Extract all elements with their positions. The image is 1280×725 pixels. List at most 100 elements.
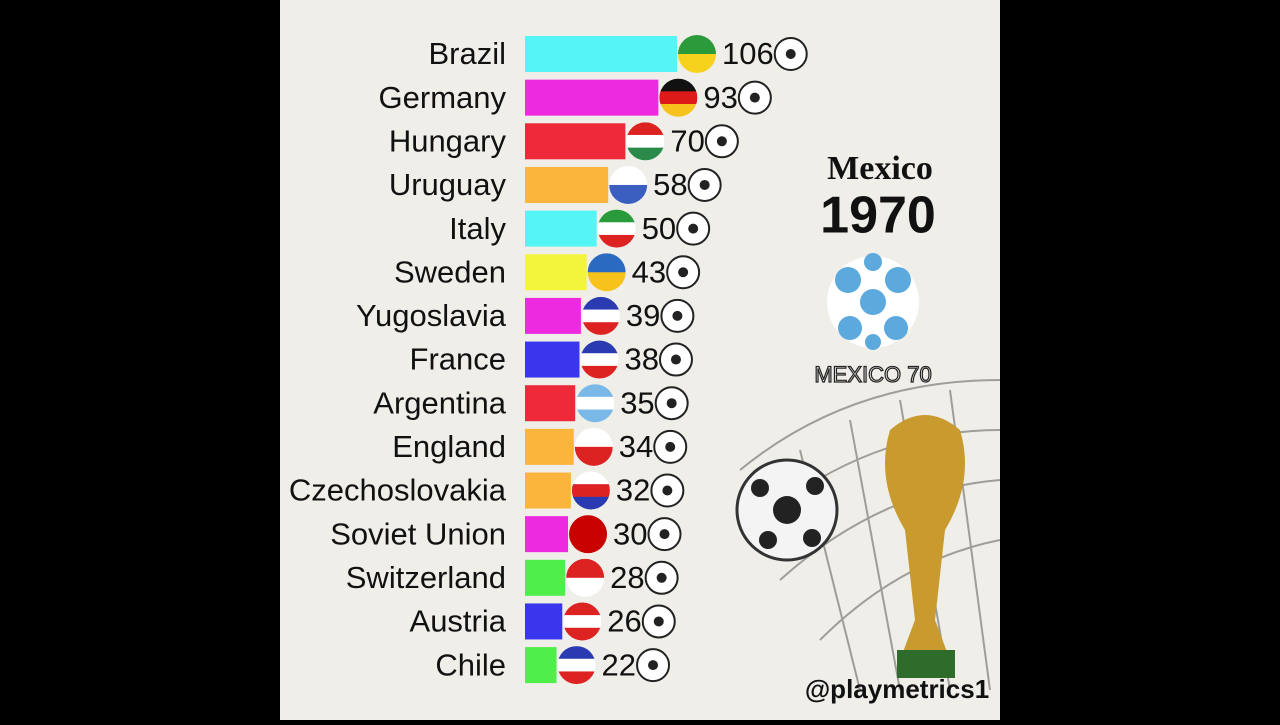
flag-stripe [563, 627, 602, 641]
ball-icon-patch [656, 572, 667, 583]
flag [678, 35, 716, 73]
flag-stripe [609, 184, 648, 204]
flag [574, 427, 613, 466]
flag-stripe [659, 103, 698, 117]
flag-stripe [597, 209, 636, 223]
bar [525, 559, 566, 596]
category-label: Sweden [394, 254, 506, 289]
bar [525, 254, 587, 291]
category-label: Yugoslavia [356, 298, 507, 333]
trophy [885, 415, 965, 660]
watermark: @playmetrics1 [805, 674, 989, 704]
flag-stripe [626, 122, 665, 136]
bar [525, 297, 581, 334]
ball-icon-patch [785, 49, 796, 59]
flag [659, 78, 698, 117]
category-label: Brazil [428, 36, 506, 71]
ball-icon-patch [648, 660, 659, 671]
title: Mexico [827, 150, 933, 187]
flag-stripe [587, 272, 626, 292]
ball-icon-patch [716, 136, 727, 147]
ball-icon-patch [670, 354, 681, 365]
flag [597, 209, 636, 248]
flag-stripe [566, 577, 605, 597]
flag-stripe [557, 646, 596, 660]
value-label: 22 [602, 647, 636, 682]
bar [525, 166, 609, 203]
bar [525, 647, 557, 684]
ball-icon-patch [662, 485, 673, 496]
bar [525, 385, 576, 422]
flag-stripe [557, 671, 596, 685]
bar [525, 341, 580, 378]
flag [571, 471, 610, 510]
category-label: Austria [410, 604, 507, 639]
value-label: 26 [607, 604, 641, 639]
flag-stripe [580, 353, 619, 367]
flag-stripe [580, 365, 619, 379]
ball-icon-patch [659, 529, 670, 540]
ball-icon-patch [749, 92, 760, 103]
ball-icon-patch [666, 398, 677, 409]
flag [563, 602, 602, 641]
category-label: Argentina [373, 385, 506, 420]
category-label: France [410, 342, 506, 377]
bar [525, 36, 677, 72]
value-label: 34 [619, 429, 653, 464]
trophy-net [735, 379, 1001, 691]
flag [581, 296, 620, 335]
flag-stripe [563, 602, 602, 616]
category-label: Uruguay [389, 167, 507, 202]
flag-stripe [557, 658, 596, 672]
flag-stripe [576, 384, 615, 398]
flag [566, 558, 605, 597]
flag-stripe [597, 234, 636, 248]
flag-stripe [581, 296, 620, 311]
flag-stripe [626, 147, 665, 161]
ball-icon-patch [699, 179, 710, 190]
flag-stripe [587, 253, 626, 273]
bar [525, 603, 563, 640]
category-label: Germany [379, 80, 507, 115]
category-label: Italy [449, 211, 506, 246]
flag [576, 384, 615, 423]
bar [525, 428, 574, 465]
value-label: 43 [632, 254, 666, 289]
value-label: 106 [722, 36, 774, 71]
bar [525, 516, 569, 553]
ball-icon-patch [653, 616, 664, 627]
category-label: Chile [435, 647, 506, 682]
bar [525, 472, 571, 509]
flag-stripe [581, 322, 620, 335]
flag-stripe [566, 558, 605, 579]
flag-stripe [626, 134, 665, 149]
flag-stripe [571, 471, 610, 485]
panel [280, 0, 1000, 720]
logo-text: MEXICO 70 [814, 362, 931, 387]
flag-stripe [563, 615, 602, 629]
logo [827, 253, 919, 350]
flag-stripe [659, 78, 698, 92]
value-label: 32 [616, 473, 650, 508]
bar [525, 210, 597, 247]
ball-icon-patch [678, 267, 689, 278]
flag-stripe [574, 446, 613, 466]
category-label: Czechoslovakia [289, 473, 507, 508]
value-label: 38 [624, 342, 658, 377]
ball-icon-patch [672, 310, 683, 321]
value-label: 28 [610, 560, 644, 595]
flag-stripe [597, 222, 636, 236]
flag [587, 253, 626, 292]
flag-stripe [659, 91, 698, 105]
subtitle: 1970 [820, 187, 936, 245]
flag-stripe [678, 35, 716, 55]
flag-stripe [571, 484, 610, 498]
category-label: England [392, 429, 506, 464]
value-label: 30 [613, 516, 647, 551]
ball-icon-patch [665, 441, 676, 452]
value-label: 58 [653, 167, 687, 202]
flag-stripe [576, 409, 615, 423]
ball-icon-patch [688, 223, 699, 234]
value-label: 93 [703, 80, 737, 115]
